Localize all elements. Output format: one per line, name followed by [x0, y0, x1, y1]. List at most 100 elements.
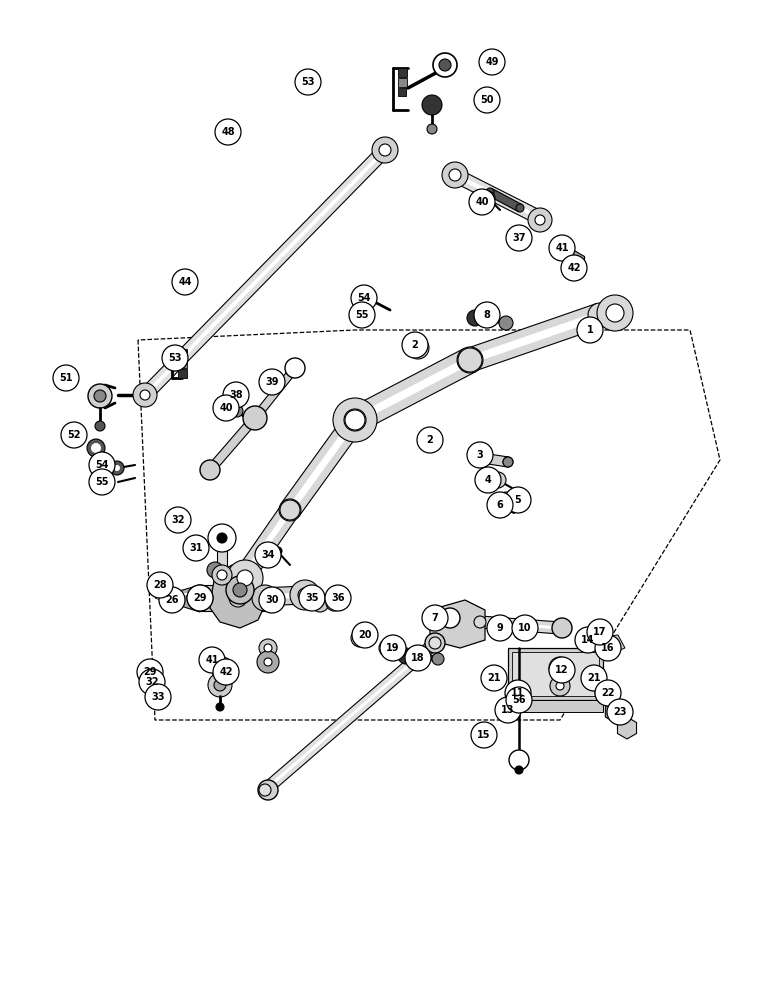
- Text: 26: 26: [165, 595, 179, 605]
- Text: 16: 16: [601, 643, 615, 653]
- Circle shape: [138, 388, 152, 402]
- Circle shape: [481, 191, 495, 205]
- Circle shape: [509, 690, 529, 710]
- Circle shape: [264, 644, 272, 652]
- Circle shape: [425, 435, 435, 445]
- Circle shape: [458, 348, 482, 372]
- Circle shape: [475, 467, 501, 493]
- Circle shape: [217, 663, 227, 673]
- Circle shape: [550, 676, 570, 696]
- Circle shape: [251, 414, 259, 422]
- Text: 36: 36: [331, 593, 345, 603]
- Circle shape: [259, 639, 277, 657]
- Polygon shape: [238, 593, 305, 600]
- Circle shape: [457, 347, 483, 373]
- Circle shape: [217, 570, 227, 580]
- Circle shape: [506, 687, 532, 713]
- Polygon shape: [252, 366, 298, 420]
- Polygon shape: [618, 717, 637, 739]
- Circle shape: [216, 703, 224, 711]
- Circle shape: [595, 680, 621, 706]
- Text: 54: 54: [357, 293, 371, 303]
- Text: 21: 21: [487, 673, 501, 683]
- Circle shape: [422, 605, 448, 631]
- Bar: [178, 359, 187, 367]
- Circle shape: [505, 680, 531, 706]
- Circle shape: [345, 410, 365, 430]
- Circle shape: [448, 168, 462, 182]
- Circle shape: [581, 665, 607, 691]
- Circle shape: [137, 659, 163, 685]
- Text: 33: 33: [151, 692, 164, 702]
- Circle shape: [89, 452, 115, 478]
- Circle shape: [469, 189, 495, 215]
- Circle shape: [372, 137, 398, 163]
- Text: 42: 42: [219, 667, 232, 677]
- Circle shape: [607, 699, 633, 725]
- Polygon shape: [242, 508, 293, 577]
- Polygon shape: [264, 642, 436, 791]
- Text: 13: 13: [501, 705, 515, 715]
- Circle shape: [94, 390, 106, 402]
- Circle shape: [490, 472, 506, 488]
- Text: 12: 12: [555, 665, 569, 675]
- Circle shape: [217, 535, 227, 545]
- Circle shape: [407, 337, 429, 359]
- Text: 3: 3: [476, 450, 483, 460]
- Polygon shape: [217, 540, 227, 575]
- Circle shape: [212, 565, 232, 585]
- Circle shape: [474, 616, 486, 628]
- Circle shape: [489, 621, 507, 639]
- Text: 22: 22: [601, 688, 615, 698]
- Circle shape: [577, 317, 603, 343]
- Circle shape: [325, 585, 351, 611]
- Circle shape: [384, 644, 392, 652]
- Text: 41: 41: [555, 243, 569, 253]
- Polygon shape: [287, 418, 358, 512]
- Circle shape: [515, 766, 523, 774]
- Circle shape: [497, 503, 505, 511]
- Text: 37: 37: [513, 233, 526, 243]
- Text: 2: 2: [411, 340, 418, 350]
- Circle shape: [477, 453, 487, 463]
- Circle shape: [165, 507, 191, 533]
- Circle shape: [442, 162, 468, 188]
- Text: 32: 32: [145, 677, 159, 687]
- Circle shape: [91, 443, 101, 453]
- Text: 8: 8: [483, 310, 490, 320]
- Circle shape: [53, 365, 79, 391]
- Text: 20: 20: [358, 630, 372, 640]
- Bar: [398, 88, 406, 96]
- Circle shape: [264, 658, 272, 666]
- Text: 41: 41: [205, 655, 218, 665]
- Polygon shape: [237, 504, 298, 581]
- Circle shape: [274, 547, 282, 555]
- Text: 49: 49: [486, 57, 499, 67]
- Polygon shape: [452, 169, 543, 224]
- Text: 7: 7: [432, 613, 438, 623]
- Circle shape: [402, 332, 428, 358]
- Text: 9: 9: [496, 623, 503, 633]
- Text: 4: 4: [485, 475, 491, 485]
- Circle shape: [187, 585, 213, 611]
- Circle shape: [255, 542, 281, 568]
- Text: 29: 29: [144, 667, 157, 677]
- Text: 14: 14: [581, 635, 594, 645]
- Circle shape: [419, 429, 441, 451]
- Circle shape: [114, 465, 120, 471]
- Text: 38: 38: [229, 390, 243, 400]
- Circle shape: [349, 302, 375, 328]
- Circle shape: [285, 358, 305, 378]
- Circle shape: [229, 589, 247, 607]
- Polygon shape: [590, 635, 625, 658]
- Circle shape: [380, 635, 406, 661]
- Text: 34: 34: [261, 550, 275, 560]
- Text: 19: 19: [386, 643, 400, 653]
- Circle shape: [147, 572, 173, 598]
- Text: 1: 1: [587, 325, 594, 335]
- Circle shape: [145, 684, 171, 710]
- Circle shape: [358, 307, 374, 323]
- Circle shape: [183, 535, 209, 561]
- Polygon shape: [353, 356, 472, 424]
- Circle shape: [516, 204, 524, 212]
